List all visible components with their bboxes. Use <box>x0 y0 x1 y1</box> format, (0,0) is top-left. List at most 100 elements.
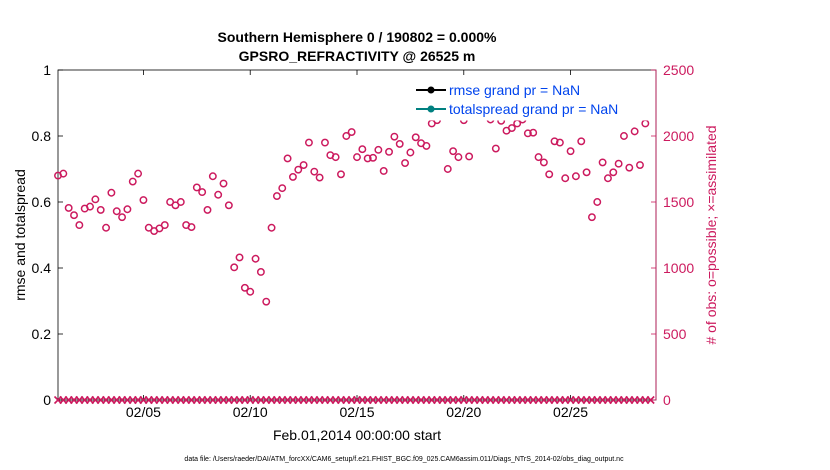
chart-title-line1: Southern Hemisphere 0 / 190802 = 0.000% <box>218 29 498 45</box>
obs-possible-point <box>176 198 185 206</box>
obs-possible-point <box>214 190 223 199</box>
obs-possible-point <box>491 144 500 153</box>
data-file-footer: data file: /Users/raeder/DAI/ATM_forcXX/… <box>184 456 624 463</box>
y-left-tick-label: 0.2 <box>32 326 52 342</box>
y-axis-left-label: rmse and totalspread <box>12 169 28 301</box>
obs-possible-point <box>118 213 127 222</box>
y-left-tick-label: 1 <box>43 62 51 78</box>
obs-possible-point <box>315 173 324 182</box>
obs-possible-point <box>636 161 644 169</box>
obs-possible-point <box>240 283 249 292</box>
obs-possible-point <box>70 211 78 220</box>
legend-box <box>414 79 650 121</box>
obs-possible-point <box>625 163 634 172</box>
obs-possible-point <box>91 195 100 204</box>
obs-possible-point <box>203 205 212 214</box>
obs-possible-point <box>208 172 217 181</box>
obs-possible-point <box>406 148 415 157</box>
obs-possible-point <box>550 137 559 146</box>
obs-possible-point <box>235 253 244 262</box>
obs-possible-point <box>555 138 564 147</box>
obs-possible-point <box>577 137 586 146</box>
obs-possible-point <box>128 177 137 186</box>
obs-possible-point <box>187 223 196 232</box>
obs-possible-point <box>620 132 628 140</box>
obs-possible-point <box>609 168 618 177</box>
obs-possible-point <box>102 223 111 232</box>
obs-possible-point <box>134 169 143 178</box>
y-right-tick-label: 500 <box>663 326 687 342</box>
obs-possible-point <box>539 158 548 167</box>
obs-possible-point <box>112 207 121 216</box>
obs-possible-point <box>59 169 68 178</box>
obs-possible-point <box>96 205 105 214</box>
x-axis: 02/05 02/10 02/15 02/20 02/25 <box>126 70 588 420</box>
obs-possible-point <box>385 147 393 156</box>
x-tick-label: 02/25 <box>553 404 588 420</box>
x-tick-label: 02/05 <box>126 404 161 420</box>
obs-possible-point <box>374 145 383 154</box>
y-left-tick-label: 0 <box>43 392 51 408</box>
chart-title-line2: GPSRO_REFRACTIVITY @ 26525 m <box>239 48 476 64</box>
obs-possible-point <box>262 297 271 306</box>
y-right-tick-label: 1500 <box>663 194 694 210</box>
series-assimilated-obs <box>53 395 655 405</box>
obs-possible-point <box>395 139 404 148</box>
legend-label-rmse: rmse grand pr = NaN <box>449 82 580 98</box>
obs-possible-point <box>310 167 319 176</box>
obs-possible-point <box>523 129 532 138</box>
y-left-tick-label: 0.4 <box>32 260 52 276</box>
obs-possible-point <box>353 153 361 162</box>
x-tick-label: 02/10 <box>233 404 268 420</box>
obs-possible-point <box>86 202 94 211</box>
obs-possible-point <box>411 133 420 142</box>
obs-possible-point <box>454 153 463 162</box>
obs-possible-point <box>507 124 516 133</box>
obs-possible-point <box>529 128 538 137</box>
obs-possible-point <box>288 172 297 181</box>
obs-possible-point <box>224 201 233 210</box>
y-right-tick-label: 1000 <box>663 260 694 276</box>
obs-possible-point <box>443 165 452 173</box>
obs-possible-point <box>347 128 356 136</box>
obs-possible-point <box>139 196 148 204</box>
obs-possible-point <box>630 127 639 136</box>
obs-possible-point <box>561 174 570 183</box>
obs-possible-point <box>593 198 602 206</box>
obs-possible-point <box>198 188 207 197</box>
obs-possible-point <box>278 184 287 193</box>
obs-possible-point <box>422 141 431 150</box>
obs-possible-point <box>299 161 308 169</box>
obs-possible-point <box>107 188 116 197</box>
obs-possible-point <box>251 254 260 263</box>
obs-possible-point <box>401 159 410 168</box>
y-axis-right: 0 500 1000 1500 2000 2500 <box>651 62 694 408</box>
obs-possible-point <box>363 154 372 163</box>
obs-possible-point <box>369 153 377 162</box>
x-tick-label: 02/20 <box>446 404 481 420</box>
obs-possible-point <box>571 172 580 181</box>
obs-possible-point <box>598 158 607 167</box>
obs-possible-point <box>294 165 303 174</box>
obs-possible-point <box>267 223 276 232</box>
obs-possible-point <box>64 203 73 212</box>
obs-possible-point <box>534 153 543 162</box>
obs-possible-point <box>614 159 623 168</box>
obs-possible-point <box>246 287 255 296</box>
obs-possible-point <box>283 154 292 163</box>
obs-possible-point <box>256 268 265 276</box>
obs-possible-point <box>321 138 329 147</box>
obs-possible-point <box>342 132 351 140</box>
obs-possible-point <box>379 167 388 175</box>
plot-area <box>57 69 657 401</box>
y-left-tick-label: 0.8 <box>32 128 52 144</box>
legend-marker-rmse <box>427 86 435 94</box>
obs-possible-point <box>272 192 281 201</box>
obs-possible-point <box>337 170 345 179</box>
y-axis-right-label: # of obs: o=possible; ×=assimilated <box>703 125 719 344</box>
obs-possible-point <box>465 152 474 161</box>
legend-label-totalspread: totalspread grand pr = NaN <box>449 101 618 117</box>
obs-possible-point <box>587 213 596 222</box>
obs-possible-point <box>192 183 201 192</box>
